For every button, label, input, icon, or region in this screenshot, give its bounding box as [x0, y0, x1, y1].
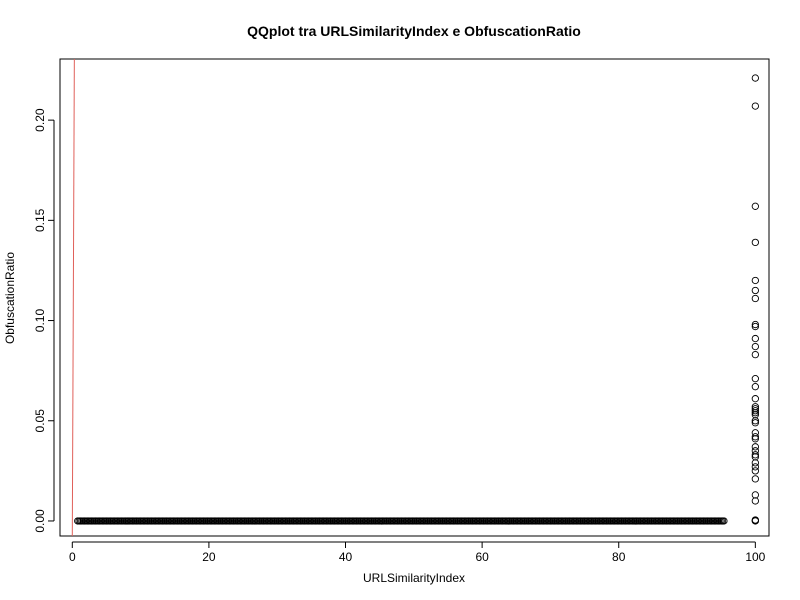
data-point — [751, 433, 759, 441]
data-point — [751, 375, 759, 383]
plot-frame — [59, 58, 770, 537]
x-tick-label: 80 — [612, 550, 626, 564]
data-point — [751, 383, 759, 391]
reference-line-layer — [71, 59, 75, 536]
data-point — [751, 342, 759, 351]
data-point — [751, 350, 759, 359]
data-point — [751, 334, 759, 343]
plot-area — [71, 59, 759, 536]
reference-line — [71, 59, 75, 536]
x-axis-label: URLSimilarityIndex — [363, 571, 465, 585]
data-point — [751, 320, 759, 329]
chart-title: QQplot tra URLSimilarityIndex e Obfuscat… — [247, 23, 581, 39]
data-point — [751, 74, 759, 82]
y-tick-label: 0.20 — [33, 108, 47, 132]
x-tick-label: 60 — [475, 550, 489, 564]
data-point — [751, 102, 759, 110]
data-point — [751, 395, 759, 403]
data-point — [751, 294, 759, 303]
data-point — [751, 419, 759, 427]
data-point — [751, 286, 759, 295]
data-point — [751, 443, 759, 451]
data-point — [751, 409, 759, 417]
data-point — [751, 475, 759, 483]
x-tick-label: 0 — [69, 550, 76, 564]
data-point — [751, 407, 759, 415]
y-axis-label: ObfuscationRatio — [3, 252, 17, 344]
data-point — [751, 463, 759, 471]
data-point — [751, 491, 759, 499]
data-point — [751, 451, 759, 459]
y-tick-label: 0.05 — [33, 409, 47, 433]
data-point — [751, 202, 759, 210]
data-point — [751, 435, 759, 443]
x-axis: 0 20 40 60 80 100 — [69, 541, 766, 564]
data-point — [751, 238, 759, 247]
data-point — [751, 467, 759, 475]
y-tick-label: 0.10 — [33, 309, 47, 333]
x-tick-label: 100 — [745, 550, 765, 564]
data-point — [751, 417, 759, 425]
data-point — [751, 497, 759, 505]
data-point — [751, 276, 759, 285]
data-point — [751, 459, 759, 467]
y-tick-label: 0.15 — [33, 208, 47, 232]
y-tick-label: 0.00 — [33, 509, 47, 533]
x-tick-label: 40 — [339, 550, 353, 564]
data-point — [751, 517, 759, 525]
data-point — [751, 322, 759, 331]
y-axis: 0.00 0.05 0.10 0.15 0.20 — [33, 108, 55, 533]
data-point — [720, 517, 728, 525]
x-tick-label: 20 — [202, 550, 216, 564]
points-layer — [74, 74, 759, 525]
